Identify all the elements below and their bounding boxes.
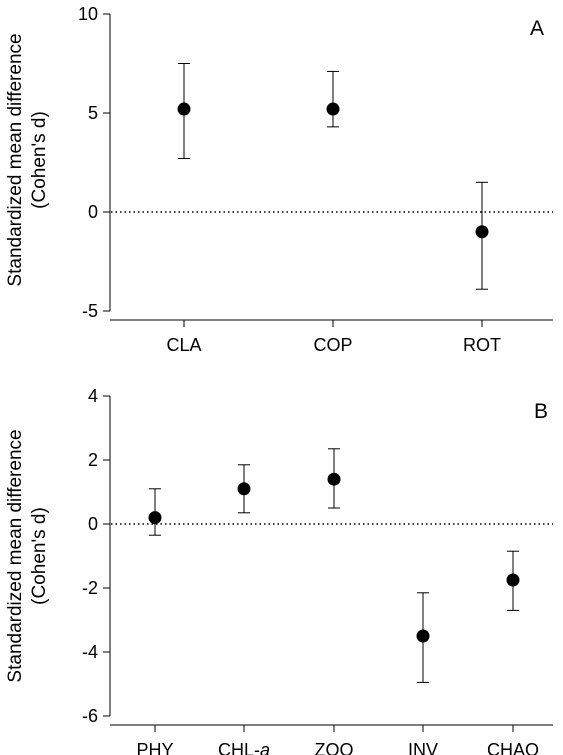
panel-a: 10 5 0 -5 CLA COP ROT A Standardized mean differ… — [5, 4, 553, 355]
panel-label: A — [530, 17, 544, 40]
y-tick-label: -2 — [82, 578, 98, 598]
y-tick-label: 0 — [88, 514, 98, 534]
data-point — [327, 472, 341, 486]
y-tick-label: 10 — [78, 4, 98, 24]
y-tick-label: -6 — [82, 706, 98, 726]
y-tick-label: 2 — [88, 450, 98, 470]
y-tick-label: 5 — [88, 103, 98, 123]
data-point — [148, 511, 162, 525]
y-axis-label: Standardized mean difference — [5, 33, 26, 286]
x-tick-label: COP — [313, 335, 352, 355]
x-tick-label: CHL-a — [218, 740, 270, 755]
x-tick-label: ZOO — [315, 740, 354, 755]
x-tick-label-text: ZOO — [315, 740, 354, 755]
x-tick-label-text: CHAO — [487, 740, 539, 755]
data-point — [475, 225, 489, 239]
data-point — [326, 102, 340, 116]
data-point — [237, 482, 251, 496]
y-tick-label: -4 — [82, 642, 98, 662]
x-tick-label: INV — [408, 740, 438, 755]
x-tick-label-italic: a — [260, 740, 270, 755]
panel-b: 4 2 0 -2 -4 -6 PHY CHL-a ZOO INV CHAO B Standardized… — [5, 386, 553, 755]
x-tick-label: CLA — [166, 335, 201, 355]
y-tick-label: 4 — [88, 386, 98, 406]
data-point — [177, 102, 191, 116]
data-point — [506, 573, 520, 587]
x-tick-label: CHAO — [487, 740, 539, 755]
y-axis-label: (Cohen's d) — [29, 111, 50, 209]
y-tick-label: 0 — [88, 202, 98, 222]
x-tick-label-text: CHL- — [218, 740, 260, 755]
y-axis-label: (Cohen's d) — [29, 507, 50, 605]
x-tick-label: ROT — [463, 335, 501, 355]
x-tick-label: PHY — [136, 740, 173, 755]
x-tick-label-text: INV — [408, 740, 438, 755]
y-axis-label: Standardized mean difference — [5, 429, 26, 682]
y-tick-label: -5 — [82, 301, 98, 321]
x-tick-label-text: PHY — [136, 740, 173, 755]
data-point — [416, 629, 430, 643]
panel-label: B — [534, 400, 548, 423]
